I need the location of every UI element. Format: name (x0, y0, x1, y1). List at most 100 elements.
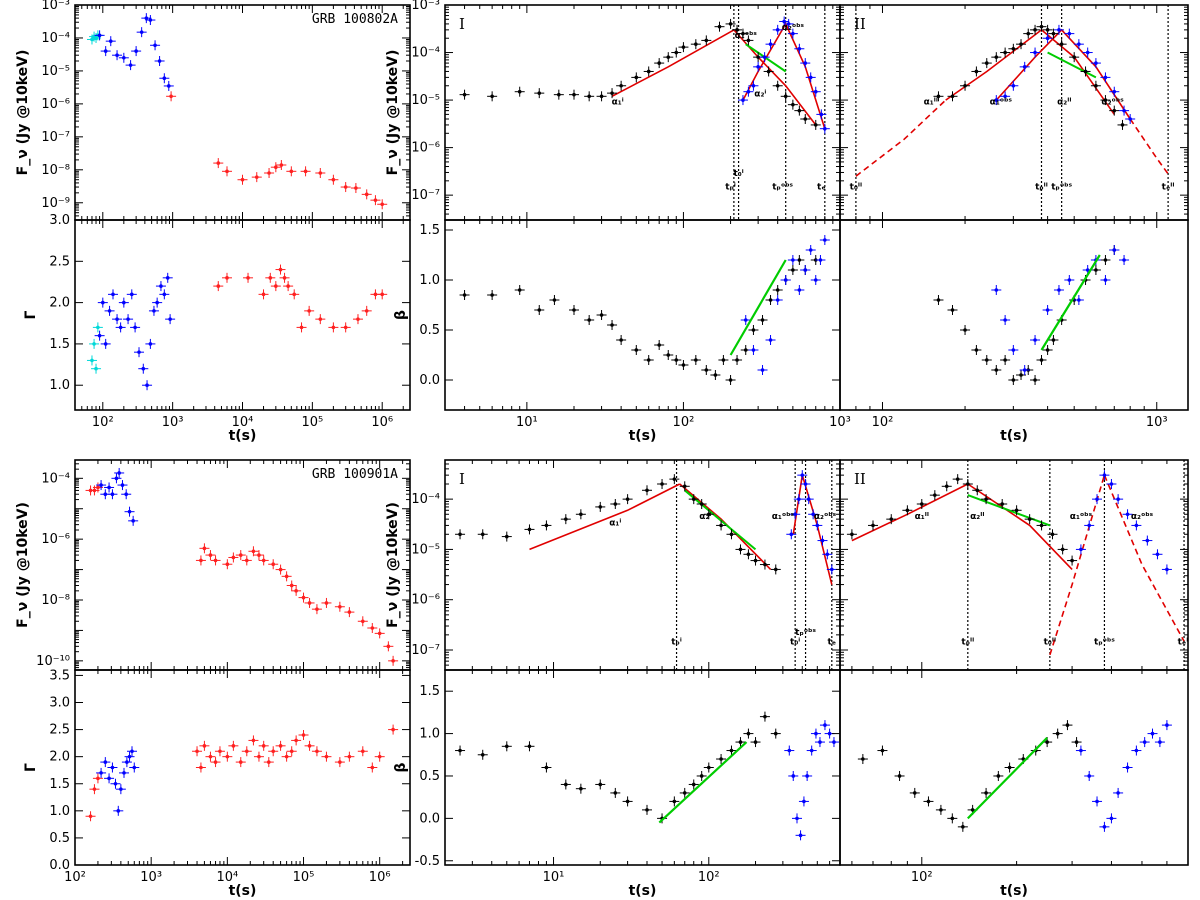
data-point (265, 272, 276, 283)
curve-annotation: t₀ⁱ (790, 637, 800, 647)
data-point (113, 805, 124, 816)
data-point (124, 506, 135, 517)
grb-name-label: GRB 100802A (312, 12, 398, 27)
data-point (1036, 21, 1047, 32)
data-point (94, 330, 105, 341)
y-tick-label: 3.0 (49, 213, 70, 228)
data-point (1099, 821, 1110, 832)
data-point (1064, 275, 1075, 285)
y-axis-title: F_ν (Jy @10keV) (15, 50, 31, 176)
data-point (104, 482, 115, 493)
data-point (125, 60, 136, 71)
y-tick-label: 10⁻⁷ (411, 643, 440, 658)
data-point (679, 481, 690, 492)
pulse-panel-label: I (459, 470, 465, 488)
data-point (690, 355, 701, 365)
data-point (1048, 28, 1059, 39)
pulse-panel-label: I (459, 15, 465, 33)
data-point (810, 275, 821, 285)
data-point (128, 515, 139, 526)
data-point (1075, 745, 1086, 756)
data-point (141, 13, 152, 24)
data-point (642, 804, 653, 815)
data-point (126, 746, 137, 757)
data-point (111, 473, 122, 484)
data-point (824, 728, 835, 739)
data-point (248, 546, 259, 557)
data-point (112, 50, 123, 61)
curve-annotation: t₀ⁱ (733, 169, 743, 179)
panel-a_beta_II: 10² 10³ t(s) (839, 219, 1189, 444)
curve-annotation: α₁ᵒᵇˢ (735, 31, 758, 41)
data-point (1019, 365, 1030, 375)
data-point (787, 255, 798, 265)
x-tick-label: 10³ (140, 870, 162, 885)
y-tick-label: 10⁻⁵ (411, 542, 440, 557)
curve-annotation: t₀ᴵᴵ (850, 183, 862, 193)
data-point (1062, 720, 1073, 731)
data-point (732, 24, 743, 35)
data-point (487, 290, 498, 300)
data-point (696, 499, 707, 510)
data-point (1100, 72, 1111, 83)
data-point (110, 778, 121, 789)
spectral-fit-line (729, 259, 787, 356)
x-tick-label: 10² (698, 870, 720, 885)
data-point (790, 509, 801, 520)
data-point (770, 564, 781, 575)
data-point (275, 740, 286, 751)
data-point (253, 751, 264, 762)
data-point (643, 355, 654, 365)
x-tick-label: 10⁶ (371, 415, 393, 430)
data-point (1084, 520, 1095, 531)
model-curve (855, 99, 947, 177)
data-point (131, 46, 142, 57)
data-point (622, 796, 633, 807)
y-tick-label: 1.5 (49, 337, 70, 352)
y-tick-label: 1.0 (419, 273, 440, 288)
data-point (154, 55, 165, 66)
data-point (772, 80, 783, 91)
data-point (124, 751, 135, 762)
data-point (367, 762, 378, 773)
grb-name-label: GRB 100901A (312, 467, 398, 482)
data-point (797, 470, 808, 481)
panel-frame (839, 219, 1189, 411)
y-tick-label: 0.5 (49, 831, 70, 846)
data-point (971, 345, 982, 355)
y-tick-label: 10⁻⁴ (411, 492, 440, 507)
data-point (759, 711, 770, 722)
data-point (296, 322, 307, 333)
data-point (134, 347, 145, 358)
data-point (701, 365, 712, 375)
data-point (726, 745, 737, 756)
data-point (568, 305, 579, 315)
data-point (163, 80, 174, 91)
y-tick-label: 10⁻⁶ (411, 593, 440, 608)
data-layer: α₁ᴵᴵ α₁ᵒᵇˢ α₂ᴵᴵ α₂ᵒᵇˢ t₀ᴵᴵ tₚᴵᴵ tₚᵒᵇˢ tₑᴵᴵ (850, 5, 1175, 220)
data-point (935, 804, 946, 815)
data-point (263, 757, 274, 768)
y-tick-label: 10⁻⁸ (41, 593, 70, 608)
model-curve (684, 489, 757, 551)
data-point (241, 555, 252, 566)
data-point (763, 66, 774, 77)
curve-annotation: α₂ⁱ (754, 89, 766, 99)
x-tick-label: 10⁶ (369, 870, 391, 885)
data-point (1000, 47, 1011, 58)
data-point (199, 543, 210, 554)
data-point (477, 529, 488, 540)
data-point (222, 559, 233, 570)
data-point (688, 779, 699, 790)
data-point (800, 58, 811, 69)
data-point (159, 73, 170, 84)
x-axis-title: t(s) (229, 883, 257, 899)
model-curve (792, 474, 833, 585)
data-point (743, 549, 754, 560)
panel-a_flux: 10⁻⁹ 10⁻⁸ 10⁻⁷ 10⁻⁶ 10⁻⁵ 10⁻⁴ 10⁻³ F_ν (Jy @10k… (15, 0, 411, 221)
data-point (455, 745, 466, 756)
y-axis-title: F_ν (Jy @10keV) (385, 50, 401, 176)
x-axis-title: t(s) (1000, 883, 1028, 899)
data-point (258, 740, 269, 751)
